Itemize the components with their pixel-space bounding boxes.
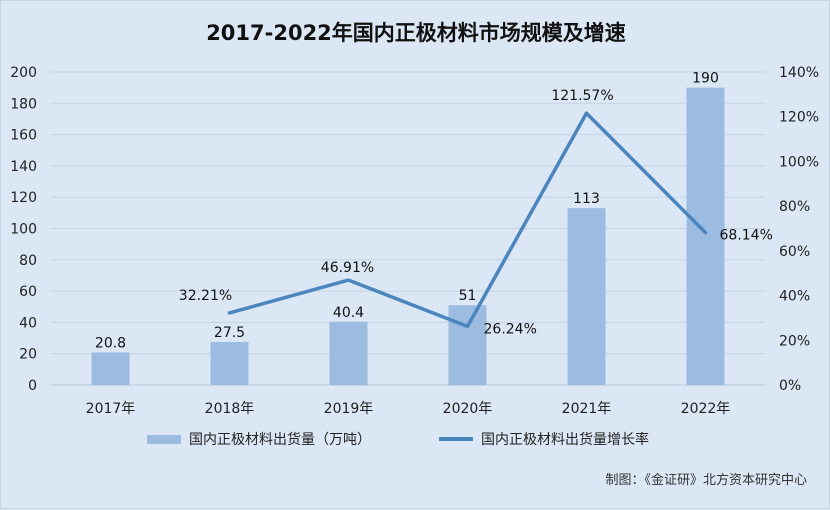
y-left-tick-label: 60 [19,284,37,300]
chart-legend: 国内正极材料出货量（万吨） 国内正极材料出货量增长率 [1,429,830,451]
x-tick-label: 2019年 [324,401,374,417]
bar-value-label: 190 [692,71,719,87]
bar [329,321,368,385]
y-left-tick-label: 140 [10,159,37,175]
legend-swatch-bar [147,434,181,444]
y-left-tick-label: 40 [19,315,37,331]
source-note: 制图：《金证研》北方资本研究中心 [605,473,807,488]
line-value-label: 26.24% [484,321,537,337]
bar-value-label: 113 [573,191,600,207]
legend-item-shipments: 国内正极材料出货量（万吨） [147,429,371,449]
y-right-tick-label: 60% [779,244,810,260]
bar [210,341,249,385]
bar-value-label: 40.4 [333,305,364,321]
y-left-tick-label: 20 [19,347,37,363]
bar-value-label: 51 [459,288,477,304]
x-tick-label: 2022年 [681,401,731,417]
y-left-tick-label: 200 [10,65,37,81]
bar [448,305,487,385]
line-value-label: 46.91% [321,260,374,276]
x-tick-label: 2018年 [205,401,255,417]
x-tick-label: 2017年 [86,401,136,417]
chart-title: 2017-2022年国内正极材料市场规模及增速 [206,21,626,45]
legend-swatch-line [439,437,473,441]
bar-value-label: 27.5 [214,325,245,341]
y-left-tick-label: 160 [10,128,37,144]
line-value-label: 68.14% [720,228,773,244]
bar [567,208,606,385]
x-tick-label: 2021年 [562,401,612,417]
y-left-tick-label: 100 [10,222,37,238]
y-right-tick-label: 80% [779,199,810,215]
y-right-tick-label: 140% [779,65,819,81]
y-right-tick-label: 40% [779,289,810,305]
legend-item-growth: 国内正极材料出货量增长率 [439,429,649,449]
growth-line [227,111,708,329]
y-left-tick-label: 180 [10,96,37,112]
bar [686,87,725,386]
y-right-tick-label: 0% [779,378,801,394]
line-value-label: 32.21% [179,288,232,304]
legend-label-shipments: 国内正极材料出货量（万吨） [189,432,371,448]
bar-value-label: 20.8 [95,335,126,351]
y-right-tick-label: 100% [779,154,819,170]
bar [91,352,130,385]
line-value-label: 121.57% [551,88,613,104]
legend-label-growth: 国内正极材料出货量增长率 [481,432,649,448]
y-left-tick-label: 120 [10,190,37,206]
x-tick-label: 2020年 [443,401,493,417]
y-left-tick-label: 80 [19,253,37,269]
y-right-tick-label: 20% [779,333,810,349]
y-left-tick-label: 0 [28,378,37,394]
y-right-tick-label: 120% [779,110,819,126]
